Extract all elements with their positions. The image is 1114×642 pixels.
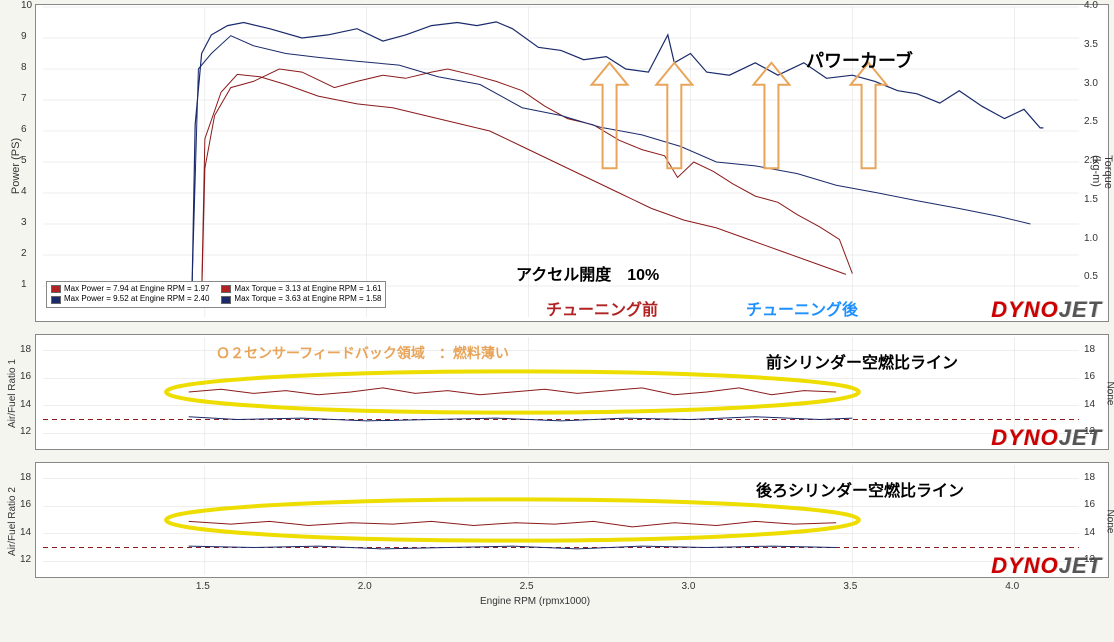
y-tick-label: 10 bbox=[21, 0, 32, 11]
y-tick-label-right: 1.5 bbox=[1084, 194, 1098, 205]
y-tick-label-right: 3.0 bbox=[1084, 78, 1098, 89]
y-tick-label: 5 bbox=[21, 155, 27, 166]
y-tick-label: 4 bbox=[21, 186, 27, 197]
afr-tick-label: 12 bbox=[20, 426, 31, 437]
x-tick-label: 2.0 bbox=[358, 581, 372, 592]
y-tick-label: 1 bbox=[21, 279, 27, 290]
legend-box: Max Power = 7.94 at Engine RPM = 1.97 Ma… bbox=[46, 281, 386, 308]
annotation-throttle: アクセル開度 10% bbox=[516, 261, 659, 285]
y-tick-label-right: 2.0 bbox=[1084, 155, 1098, 166]
legend-item: Max Power = 9.52 at Engine RPM = 2.40 bbox=[51, 294, 209, 304]
afr-tick-label: 12 bbox=[20, 554, 31, 565]
afr-tick-label: 16 bbox=[1084, 371, 1095, 382]
afr-tick-label: 16 bbox=[20, 499, 31, 510]
afr-tick-label: 12 bbox=[1084, 426, 1095, 437]
annotation-rear-cyl: 後ろシリンダー空燃比ライン bbox=[756, 477, 964, 501]
afr-tick-label: 18 bbox=[1084, 472, 1095, 483]
afr-tick-label: 18 bbox=[20, 472, 31, 483]
annotation-front-cyl: 前シリンダー空燃比ライン bbox=[766, 349, 958, 373]
legend-text: Max Torque = 3.63 at Engine RPM = 1.58 bbox=[234, 294, 381, 304]
y-tick-label-right: 2.5 bbox=[1084, 116, 1098, 127]
y-tick-label-right: 1.0 bbox=[1084, 233, 1098, 244]
right-axis-label-afr1: None bbox=[1104, 382, 1114, 406]
afr-tick-label: 14 bbox=[1084, 527, 1095, 538]
legend-text: Max Power = 9.52 at Engine RPM = 2.40 bbox=[64, 294, 209, 304]
main-power-torque-panel: パワーカーブ アクセル開度 10% チューニング前 チューニング後 Max Po… bbox=[35, 4, 1109, 322]
y-tick-label: 6 bbox=[21, 124, 27, 135]
afr-tick-label: 18 bbox=[20, 344, 31, 355]
legend-item: Max Torque = 3.13 at Engine RPM = 1.61 bbox=[221, 284, 381, 294]
afr-tick-label: 16 bbox=[1084, 499, 1095, 510]
afr-tick-label: 18 bbox=[1084, 344, 1095, 355]
y-tick-label: 2 bbox=[21, 248, 27, 259]
annotation-power-curve: パワーカーブ bbox=[806, 47, 913, 73]
afr-tick-label: 14 bbox=[20, 399, 31, 410]
y-tick-label: 3 bbox=[21, 217, 27, 228]
y-tick-label: 7 bbox=[21, 93, 27, 104]
dynojet-logo: DYNOJET bbox=[991, 297, 1102, 323]
x-tick-label: 3.5 bbox=[843, 581, 857, 592]
annotation-after: チューニング後 bbox=[746, 296, 858, 320]
afr-tick-label: 14 bbox=[20, 527, 31, 538]
x-tick-label: 4.0 bbox=[1005, 581, 1019, 592]
right-axis-label-afr2: None bbox=[1104, 510, 1114, 534]
y-tick-label-right: 3.5 bbox=[1084, 39, 1098, 50]
x-tick-label: 3.0 bbox=[682, 581, 696, 592]
y-tick-label-right: 4.0 bbox=[1084, 0, 1098, 11]
y-tick-label: 8 bbox=[21, 62, 27, 73]
annotation-before: チューニング前 bbox=[546, 296, 658, 320]
left-axis-label-afr1: Air/Fuel Ratio 1 bbox=[7, 359, 18, 428]
afr-tick-label: 14 bbox=[1084, 399, 1095, 410]
legend-text: Max Power = 7.94 at Engine RPM = 1.97 bbox=[64, 284, 209, 294]
annotation-o2-feedback: Ｏ２センサーフィードバック領域 ：燃料薄い bbox=[216, 343, 509, 363]
x-tick-label: 1.5 bbox=[196, 581, 210, 592]
afr-tick-label: 16 bbox=[20, 371, 31, 382]
legend-item: Max Power = 7.94 at Engine RPM = 1.97 bbox=[51, 284, 209, 294]
afr-tick-label: 12 bbox=[1084, 554, 1095, 565]
afr2-panel: 後ろシリンダー空燃比ライン DYNOJET bbox=[35, 462, 1109, 578]
y-tick-label: 9 bbox=[21, 31, 27, 42]
x-axis-label: Engine RPM (rpmx1000) bbox=[480, 596, 590, 607]
x-tick-label: 2.5 bbox=[520, 581, 534, 592]
left-axis-label-afr2: Air/Fuel Ratio 2 bbox=[7, 487, 18, 556]
afr1-panel: Ｏ２センサーフィードバック領域 ：燃料薄い 前シリンダー空燃比ライン DYNOJ… bbox=[35, 334, 1109, 450]
legend-item: Max Torque = 3.63 at Engine RPM = 1.58 bbox=[221, 294, 381, 304]
legend-text: Max Torque = 3.13 at Engine RPM = 1.61 bbox=[234, 284, 381, 294]
y-tick-label-right: 0.5 bbox=[1084, 271, 1098, 282]
